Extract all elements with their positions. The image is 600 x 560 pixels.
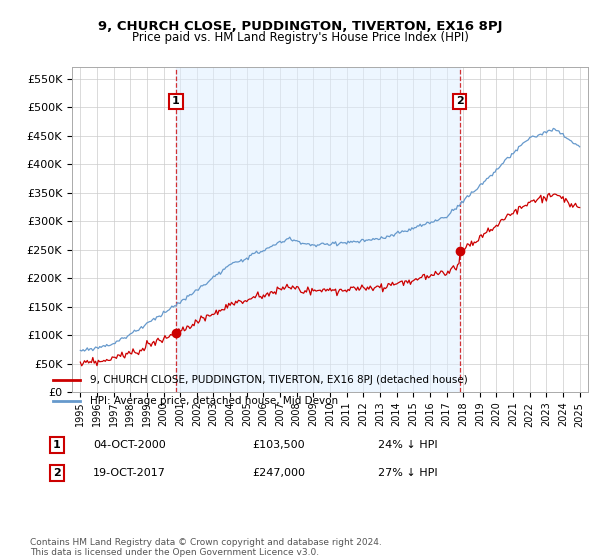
Text: £247,000: £247,000	[252, 468, 305, 478]
Text: 9, CHURCH CLOSE, PUDDINGTON, TIVERTON, EX16 8PJ: 9, CHURCH CLOSE, PUDDINGTON, TIVERTON, E…	[98, 20, 502, 32]
Text: 27% ↓ HPI: 27% ↓ HPI	[378, 468, 437, 478]
Text: 24% ↓ HPI: 24% ↓ HPI	[378, 440, 437, 450]
Text: Contains HM Land Registry data © Crown copyright and database right 2024.
This d: Contains HM Land Registry data © Crown c…	[30, 538, 382, 557]
Text: HPI: Average price, detached house, Mid Devon: HPI: Average price, detached house, Mid …	[90, 396, 338, 406]
Text: 1: 1	[53, 440, 61, 450]
Text: 9, CHURCH CLOSE, PUDDINGTON, TIVERTON, EX16 8PJ (detached house): 9, CHURCH CLOSE, PUDDINGTON, TIVERTON, E…	[90, 375, 468, 385]
Text: 19-OCT-2017: 19-OCT-2017	[93, 468, 166, 478]
Bar	[176, 67, 460, 392]
Text: £103,500: £103,500	[252, 440, 305, 450]
Text: 04-OCT-2000: 04-OCT-2000	[93, 440, 166, 450]
Text: Price paid vs. HM Land Registry's House Price Index (HPI): Price paid vs. HM Land Registry's House …	[131, 31, 469, 44]
Text: 2: 2	[456, 96, 464, 106]
Text: 1: 1	[172, 96, 180, 106]
Text: 2: 2	[53, 468, 61, 478]
